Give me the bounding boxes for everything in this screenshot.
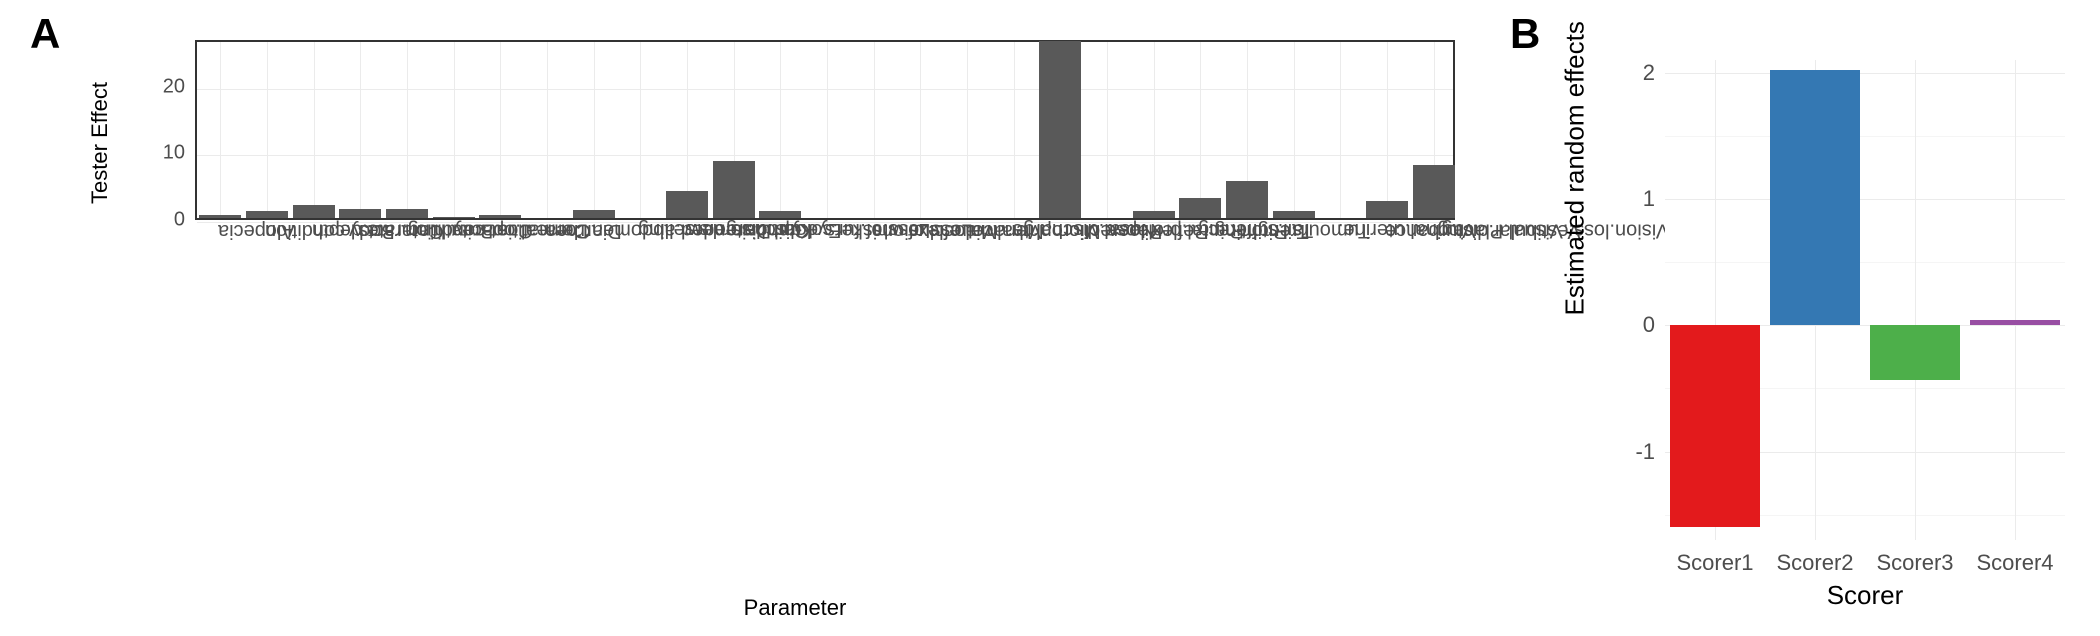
chart-a-gridline-v (267, 42, 268, 218)
chart-a-bar (1413, 165, 1455, 218)
chart-a-gridline-v (640, 42, 641, 218)
chart-a-gridline-h (197, 89, 1453, 90)
chart-a-bar (1226, 181, 1268, 218)
chart-b-plot (1665, 60, 2065, 540)
chart-a-bar (1366, 201, 1408, 218)
chart-a-gridline-v (407, 42, 408, 218)
chart-a-gridline-v (454, 42, 455, 218)
chart-b-xtick-label: Scorer2 (1776, 550, 1853, 576)
chart-a-gridline-v (360, 42, 361, 218)
chart-b-bar (1970, 320, 2060, 325)
chart-a-gridline-v (1107, 42, 1108, 218)
chart-b-bar (1670, 325, 1760, 527)
chart-b-ytick: 1 (1585, 186, 1655, 212)
chart-a-bar (759, 211, 801, 218)
chart-a-ytick: 10 (135, 142, 185, 165)
chart-a-bar (1273, 211, 1315, 218)
chart-a-gridline-v (827, 42, 828, 218)
chart-a-gridline-v (314, 42, 315, 218)
chart-a-bar (1133, 211, 1175, 218)
chart-a-gridline-v (920, 42, 921, 218)
chart-a-gridline-v (967, 42, 968, 218)
panel-b-label: B (1510, 10, 1540, 58)
chart-a-gridline-v (220, 42, 221, 218)
chart-a-bar (293, 205, 335, 218)
chart-a-gridline-v (594, 42, 595, 218)
chart-a-gridline-v (1340, 42, 1341, 218)
chart-b-ytick: 0 (1585, 312, 1655, 338)
chart-a-bar (246, 211, 288, 218)
chart-b-xtick-label: Scorer1 (1676, 550, 1753, 576)
chart-a-gridline-v (874, 42, 875, 218)
chart-a-gridline-v (1014, 42, 1015, 218)
chart-a-ytick: 20 (135, 75, 185, 98)
chart-b-bar (1870, 325, 1960, 379)
chart-b-xtick-label: Scorer4 (1976, 550, 2053, 576)
chart-a-ytick: 0 (135, 209, 185, 232)
chart-b-gridline-h (1665, 199, 2065, 200)
chart-b-xlabel: Scorer (1827, 580, 1904, 611)
chart-a-bar (573, 210, 615, 218)
chart-a-bar (1039, 41, 1081, 218)
chart-b-gridline-h-minor (1665, 262, 2065, 263)
chart-a-plot (195, 40, 1455, 220)
panel-a-label: A (30, 10, 60, 58)
chart-b-gridline-h (1665, 73, 2065, 74)
chart-a-gridline-v (780, 42, 781, 218)
panel-b: Estimated random effects Scorer -1012Sco… (1600, 60, 2080, 600)
chart-b-gridline-v (1915, 60, 1916, 540)
chart-a-gridline-v (1387, 42, 1388, 218)
chart-a-bar (199, 215, 241, 218)
chart-a-gridline-v (1200, 42, 1201, 218)
chart-b-xtick-label: Scorer3 (1876, 550, 1953, 576)
chart-b-ytick: -1 (1585, 439, 1655, 465)
chart-a-gridline-v (547, 42, 548, 218)
chart-a-xlabel: Parameter (744, 595, 847, 621)
chart-a-bar (386, 209, 428, 218)
chart-b-gridline-h-minor (1665, 136, 2065, 137)
panel-a: Tester Effect Parameter 01020AlopeciaBod… (130, 40, 1460, 600)
chart-a-bar (713, 161, 755, 218)
chart-b-bar (1770, 70, 1860, 325)
chart-a-ylabel: Tester Effect (87, 82, 113, 204)
chart-b-gridline-v (2015, 60, 2016, 540)
chart-a-bar (666, 191, 708, 218)
chart-a-gridline-v (1294, 42, 1295, 218)
chart-a-gridline-v (500, 42, 501, 218)
chart-a-bar (1179, 198, 1221, 218)
chart-a-gridline-h (197, 155, 1453, 156)
chart-b-ytick: 2 (1585, 60, 1655, 86)
chart-a-bar (339, 209, 381, 218)
chart-a-gridline-v (1154, 42, 1155, 218)
